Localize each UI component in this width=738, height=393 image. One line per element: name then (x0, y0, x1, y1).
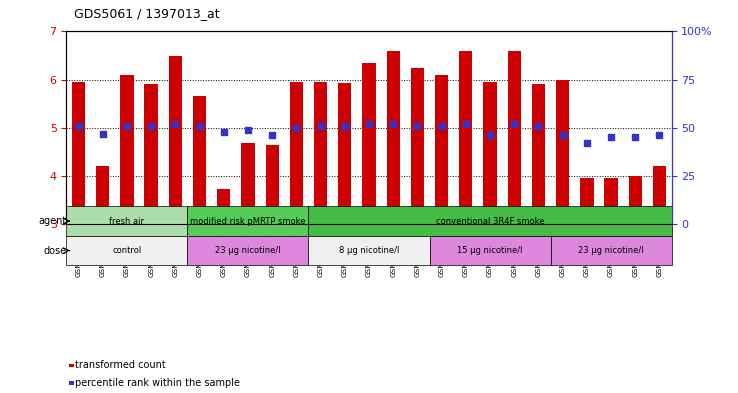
Bar (653, 166, 666, 224)
Text: GDS5061 / 1397013_at: GDS5061 / 1397013_at (74, 7, 219, 20)
Text: 8 μg nicotine/l: 8 μg nicotine/l (339, 246, 399, 255)
Point (484, 132, 496, 139)
Bar (362, 63, 376, 224)
Point (435, 123, 447, 129)
Bar (580, 178, 593, 224)
Point (654, 132, 666, 139)
Point (121, 123, 133, 129)
Bar (483, 82, 497, 224)
Bar (308, 206, 672, 236)
Point (266, 132, 278, 139)
Bar (459, 51, 472, 224)
Text: dose: dose (44, 246, 66, 255)
Text: modified risk pMRTP smoke: modified risk pMRTP smoke (190, 217, 306, 226)
Text: 15 μg nicotine/l: 15 μg nicotine/l (458, 246, 523, 255)
Bar (217, 189, 230, 224)
Bar (314, 82, 327, 224)
Point (218, 129, 230, 135)
Text: 23 μg nicotine/l: 23 μg nicotine/l (215, 246, 280, 255)
Text: 23 μg nicotine/l: 23 μg nicotine/l (579, 246, 644, 255)
Bar (556, 79, 569, 224)
Point (581, 140, 593, 146)
Bar (508, 51, 521, 224)
Point (314, 123, 326, 129)
Point (363, 121, 375, 127)
Point (193, 123, 205, 129)
Point (605, 134, 617, 140)
Bar (629, 176, 642, 224)
Bar (338, 83, 351, 224)
Point (291, 125, 303, 131)
Bar (69, 381, 74, 385)
Bar (604, 178, 618, 224)
Point (508, 121, 520, 127)
Point (412, 123, 424, 129)
Bar (145, 84, 158, 224)
Point (556, 132, 568, 139)
Bar (96, 166, 109, 224)
Bar (430, 236, 551, 265)
Text: transformed count: transformed count (75, 360, 166, 371)
Point (72, 123, 84, 129)
Bar (387, 51, 400, 224)
Text: fresh air: fresh air (109, 217, 145, 226)
Text: agent: agent (38, 216, 66, 226)
Point (339, 123, 351, 129)
Bar (290, 82, 303, 224)
Point (170, 121, 182, 127)
Bar (120, 75, 134, 224)
Text: percentile rank within the sample: percentile rank within the sample (75, 378, 241, 388)
Bar (187, 236, 308, 265)
Bar (187, 206, 308, 236)
Bar (266, 145, 279, 224)
Text: conventional 3R4F smoke: conventional 3R4F smoke (435, 217, 545, 226)
Point (387, 121, 399, 127)
Bar (193, 96, 206, 224)
Bar (66, 206, 187, 236)
Bar (308, 236, 430, 265)
Point (242, 127, 254, 133)
Point (460, 121, 472, 127)
Bar (551, 236, 672, 265)
Bar (532, 84, 545, 224)
Bar (411, 68, 424, 224)
Point (97, 130, 108, 137)
Bar (241, 143, 255, 224)
Bar (72, 82, 85, 224)
Point (533, 123, 545, 129)
Bar (69, 364, 74, 367)
Bar (169, 55, 182, 224)
Bar (435, 75, 448, 224)
Bar (66, 236, 187, 265)
Text: control: control (112, 246, 142, 255)
Point (630, 134, 641, 140)
Point (145, 123, 157, 129)
